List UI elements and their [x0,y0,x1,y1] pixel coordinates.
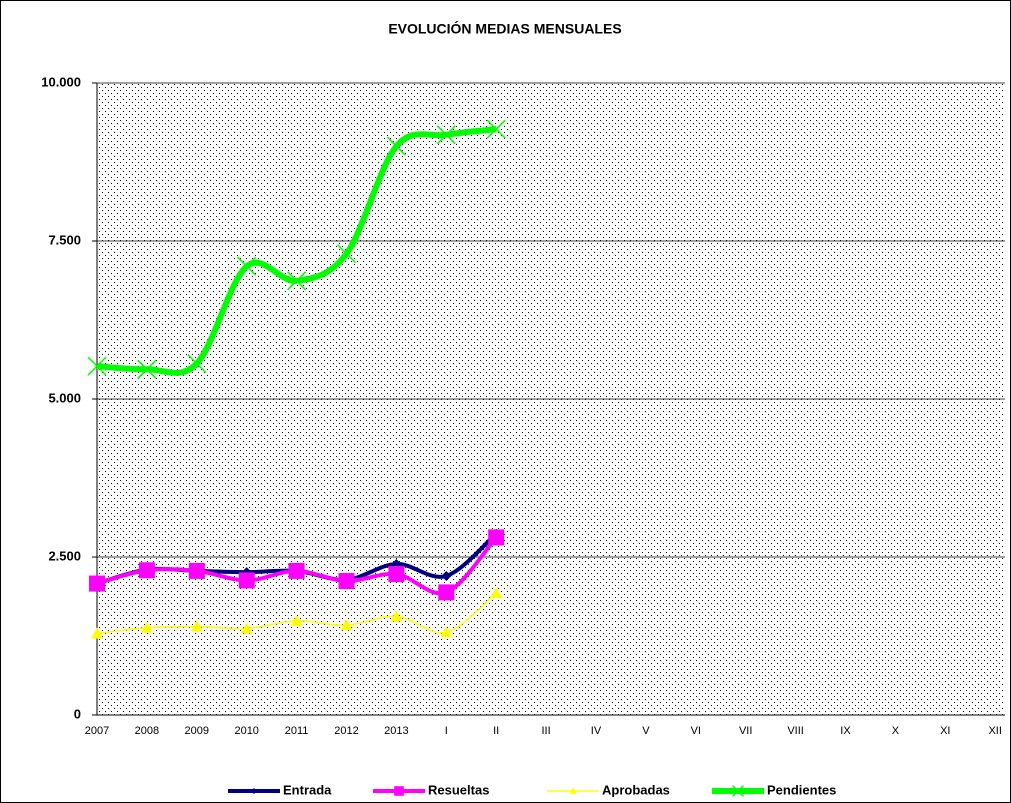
marker [188,562,205,579]
marker [340,619,353,631]
marker [488,529,505,546]
x-tick-label: II [493,725,499,737]
x-tick-label: I [445,725,448,737]
legend-item: Entrada [228,782,332,797]
x-tick-label: 2013 [384,725,408,737]
marker [91,627,103,639]
x-tick-label: IX [840,725,851,737]
legend-item: Pendientes [712,782,836,797]
marker [140,621,153,633]
marker [386,136,406,156]
marker [251,788,257,794]
y-tick-label: 0 [74,706,81,721]
legend-item: Aprobadas [547,782,670,797]
marker [338,573,355,590]
x-tick-label: VII [739,725,752,737]
marker [732,785,744,797]
marker [240,622,253,634]
marker [569,787,577,794]
marker [187,354,207,374]
series [89,529,505,601]
marker [486,119,506,139]
legend-label: Aprobadas [602,782,670,797]
x-tick-label: V [642,725,650,737]
marker [287,271,307,291]
marker [237,256,257,276]
marker [89,575,105,592]
x-tick-label: 2009 [185,725,209,737]
marker [388,566,405,583]
x-tick-label: III [542,725,551,737]
marker [190,620,203,632]
marker [441,570,452,581]
legend-label: Pendientes [767,782,836,797]
y-tick-label: 7.500 [48,232,81,247]
marker [138,562,155,579]
x-tick-label: VIII [787,725,804,737]
marker [238,572,255,589]
x-tick-label: 2007 [85,725,109,737]
series [91,587,503,639]
x-tick-label: 2008 [135,725,159,737]
marker [336,244,357,264]
legend-label: Resueltas [428,782,489,797]
marker [390,610,403,622]
x-tick-label: 2010 [234,725,258,737]
marker [288,562,305,579]
legend-item: Resueltas [373,782,489,797]
y-tick-label: 2.500 [48,548,81,563]
marker [440,626,453,638]
x-tick-label: 2011 [285,725,309,737]
y-tick-label: 10.000 [41,74,81,89]
legend-label: Entrada [283,782,332,797]
x-tick-label: XII [988,725,1001,737]
marker [436,125,456,145]
marker [490,587,503,599]
marker [438,584,455,601]
x-tick-label: 2012 [334,725,358,737]
series [87,119,506,379]
marker [394,786,404,796]
x-tick-label: XI [940,725,950,737]
marker [290,614,303,626]
chart-title: EVOLUCIÓN MEDIAS MENSUALES [388,20,621,37]
x-tick-label: IV [591,725,602,737]
x-tick-label: VI [691,725,701,737]
marker [137,359,157,379]
y-tick-label: 5.000 [48,390,81,405]
x-tick-label: X [892,725,900,737]
marker [87,356,107,376]
